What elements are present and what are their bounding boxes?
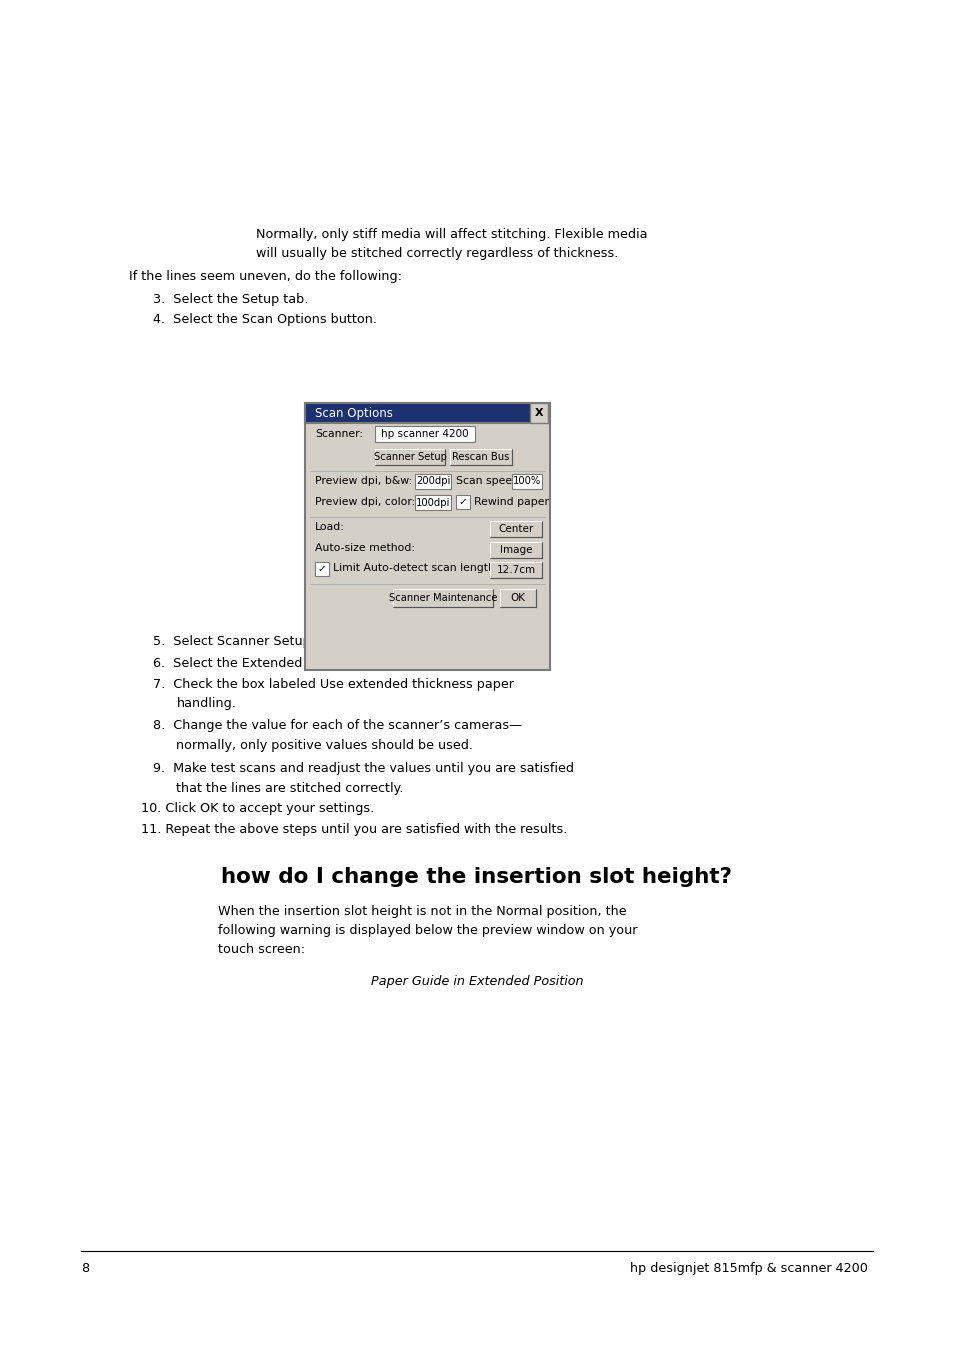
Text: X: X — [534, 408, 543, 417]
Text: 8: 8 — [81, 1262, 90, 1275]
FancyBboxPatch shape — [415, 494, 451, 509]
Text: 100dpi: 100dpi — [416, 497, 450, 508]
Text: normally, only positive values should be used.: normally, only positive values should be… — [176, 739, 473, 753]
Text: Limit Auto-detect scan length:: Limit Auto-detect scan length: — [333, 563, 498, 573]
FancyBboxPatch shape — [314, 562, 329, 576]
Text: hp scanner 4200: hp scanner 4200 — [381, 430, 468, 439]
Text: 3.  Select the Setup tab.: 3. Select the Setup tab. — [152, 293, 308, 307]
Text: ✓: ✓ — [458, 497, 467, 507]
Text: 200dpi: 200dpi — [416, 477, 450, 486]
FancyBboxPatch shape — [490, 562, 541, 578]
Text: Scanner Setup: Scanner Setup — [374, 453, 446, 462]
FancyBboxPatch shape — [499, 589, 536, 607]
Text: 7.  Check the box labeled Use extended thickness paper: 7. Check the box labeled Use extended th… — [152, 678, 513, 692]
Text: Normally, only stiff media will affect stitching. Flexible media: Normally, only stiff media will affect s… — [255, 228, 646, 242]
Text: Image: Image — [499, 544, 532, 555]
Text: Center: Center — [497, 524, 533, 534]
FancyBboxPatch shape — [375, 449, 444, 465]
Text: OK: OK — [510, 593, 525, 603]
FancyBboxPatch shape — [456, 494, 470, 509]
FancyBboxPatch shape — [530, 403, 547, 423]
Text: touch screen:: touch screen: — [217, 943, 304, 957]
FancyBboxPatch shape — [393, 589, 493, 607]
Text: When the insertion slot height is not in the Normal position, the: When the insertion slot height is not in… — [217, 905, 625, 919]
FancyBboxPatch shape — [415, 474, 451, 489]
Text: hp designjet 815mfp & scanner 4200: hp designjet 815mfp & scanner 4200 — [630, 1262, 867, 1275]
Text: 8.  Change the value for each of the scanner’s cameras—: 8. Change the value for each of the scan… — [152, 719, 521, 732]
Text: how do I change the insertion slot height?: how do I change the insertion slot heigh… — [221, 867, 732, 888]
Text: will usually be stitched correctly regardless of thickness.: will usually be stitched correctly regar… — [255, 247, 618, 261]
Text: following warning is displayed below the preview window on your: following warning is displayed below the… — [217, 924, 637, 938]
Text: 10. Click OK to accept your settings.: 10. Click OK to accept your settings. — [141, 802, 374, 816]
Text: 12.7cm: 12.7cm — [496, 565, 535, 576]
Text: 100%: 100% — [513, 477, 540, 486]
FancyBboxPatch shape — [305, 403, 550, 423]
Text: 4.  Select the Scan Options button.: 4. Select the Scan Options button. — [152, 313, 376, 327]
Text: ✓: ✓ — [317, 563, 326, 574]
Text: 5.  Select Scanner Setup.: 5. Select Scanner Setup. — [152, 635, 314, 648]
Text: that the lines are stitched correctly.: that the lines are stitched correctly. — [176, 782, 403, 796]
Text: Auto-size method:: Auto-size method: — [314, 543, 415, 553]
Text: Scanner:: Scanner: — [314, 430, 363, 439]
FancyBboxPatch shape — [375, 426, 475, 442]
FancyBboxPatch shape — [490, 521, 541, 536]
Text: Rewind paper: Rewind paper — [474, 497, 548, 507]
Text: Preview dpi, b&w:: Preview dpi, b&w: — [314, 476, 412, 486]
Text: 6.  Select the Extended Thickness tab.: 6. Select the Extended Thickness tab. — [152, 657, 398, 670]
FancyBboxPatch shape — [450, 449, 512, 465]
FancyBboxPatch shape — [305, 403, 550, 670]
Text: 9.  Make test scans and readjust the values until you are satisfied: 9. Make test scans and readjust the valu… — [152, 762, 573, 775]
Text: Rescan Bus: Rescan Bus — [452, 453, 509, 462]
Text: If the lines seem uneven, do the following:: If the lines seem uneven, do the followi… — [129, 270, 401, 284]
Text: Scan speed:: Scan speed: — [456, 476, 522, 486]
Text: 11. Repeat the above steps until you are satisfied with the results.: 11. Repeat the above steps until you are… — [141, 823, 567, 836]
Text: Preview dpi, color:: Preview dpi, color: — [314, 497, 415, 507]
Text: Paper Guide in Extended Position: Paper Guide in Extended Position — [371, 975, 582, 989]
Text: Load:: Load: — [314, 521, 345, 532]
FancyBboxPatch shape — [490, 542, 541, 558]
FancyBboxPatch shape — [512, 474, 541, 489]
Text: Scan Options: Scan Options — [314, 407, 392, 420]
Text: Scanner Maintenance: Scanner Maintenance — [388, 593, 497, 603]
Text: handling.: handling. — [176, 697, 236, 711]
